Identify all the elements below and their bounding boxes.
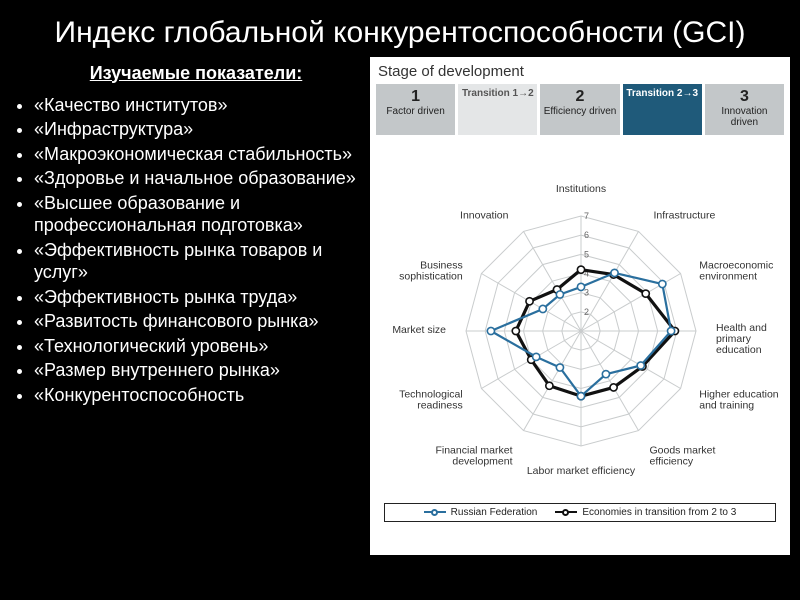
stage-number: 2 xyxy=(542,88,617,106)
legend-label: Russian Federation xyxy=(451,507,538,518)
bullet-item: «Здоровье и начальное образование» xyxy=(34,167,364,190)
stage-number: 1 xyxy=(378,88,453,106)
stage-box: 3Innovation driven xyxy=(705,84,784,135)
content-row: Изучаемые показатели: «Качество институт… xyxy=(0,57,800,555)
svg-text:Higher educationand training: Higher educationand training xyxy=(699,388,779,411)
svg-text:2: 2 xyxy=(584,307,589,317)
bullet-item: «Качество институтов» xyxy=(34,94,364,117)
stage-sublabel: Efficiency driven xyxy=(544,106,617,117)
svg-text:Infrastructure: Infrastructure xyxy=(654,210,716,222)
bullet-item: «Развитость финансового рынка» xyxy=(34,310,364,333)
stage-sublabel: Factor driven xyxy=(386,106,444,117)
svg-text:5: 5 xyxy=(584,249,589,259)
bullet-item: «Эффективность рынка труда» xyxy=(34,286,364,309)
svg-text:Market size: Market size xyxy=(392,324,446,336)
legend-item: Economies in transition from 2 to 3 xyxy=(555,507,736,518)
bullet-item: «Инфраструктура» xyxy=(34,118,364,141)
subheading: Изучаемые показатели: xyxy=(28,63,364,84)
svg-text:Businesssophistication: Businesssophistication xyxy=(399,259,463,282)
bullet-item: «Высшее образование и профессиональная п… xyxy=(34,192,364,237)
svg-text:Technologicalreadiness: Technologicalreadiness xyxy=(399,388,463,411)
svg-text:7: 7 xyxy=(584,211,589,221)
page-title: Индекс глобальной конкурентоспособности … xyxy=(0,0,800,57)
stage-sublabel: Transition 2→3 xyxy=(626,88,698,99)
bullet-item: «Размер внутреннего рынка» xyxy=(34,359,364,382)
svg-text:Macroeconomicenvironment: Macroeconomicenvironment xyxy=(699,259,773,282)
svg-text:6: 6 xyxy=(584,230,589,240)
svg-text:Institutions: Institutions xyxy=(556,183,606,195)
right-panel: Stage of development 1Factor driven Trans… xyxy=(370,57,790,555)
stage-row: 1Factor driven Transition 1→2 2Efficiency … xyxy=(376,84,784,135)
radar-chart: 234567InstitutionsInfrastructureMacroeco… xyxy=(376,141,784,501)
stage-box: Transition 2→3 xyxy=(623,84,702,135)
svg-text:Health andprimaryeducation: Health andprimaryeducation xyxy=(716,322,767,356)
legend-item: Russian Federation xyxy=(424,507,538,518)
stage-box: 2Efficiency driven xyxy=(540,84,619,135)
stage-number: 3 xyxy=(707,88,782,106)
legend-label: Economies in transition from 2 to 3 xyxy=(582,507,736,518)
stage-sublabel: Innovation driven xyxy=(721,106,767,129)
stage-box: 1Factor driven xyxy=(376,84,455,135)
bullet-item: «Эффективность рынка товаров и услуг» xyxy=(34,239,364,284)
stage-title: Stage of development xyxy=(378,63,784,80)
bullet-list: «Качество институтов»«Инфраструктура»«Ма… xyxy=(28,94,364,407)
bullet-item: «Технологический уровень» xyxy=(34,335,364,358)
radar-svg: 234567InstitutionsInfrastructureMacroeco… xyxy=(376,141,786,501)
svg-text:Innovation: Innovation xyxy=(460,210,509,222)
bullet-item: «Макроэкономическая стабильность» xyxy=(34,143,364,166)
svg-text:Labor market efficiency: Labor market efficiency xyxy=(527,465,636,477)
svg-text:Goods marketefficiency: Goods marketefficiency xyxy=(650,444,716,467)
stage-box: Transition 1→2 xyxy=(458,84,537,135)
legend: Russian Federation Economies in transitio… xyxy=(384,503,776,522)
left-panel: Изучаемые показатели: «Качество институт… xyxy=(0,57,370,555)
svg-text:Financial marketdevelopment: Financial marketdevelopment xyxy=(435,444,512,467)
bullet-item: «Конкурентоспособность xyxy=(34,384,364,407)
stage-sublabel: Transition 1→2 xyxy=(462,88,534,99)
